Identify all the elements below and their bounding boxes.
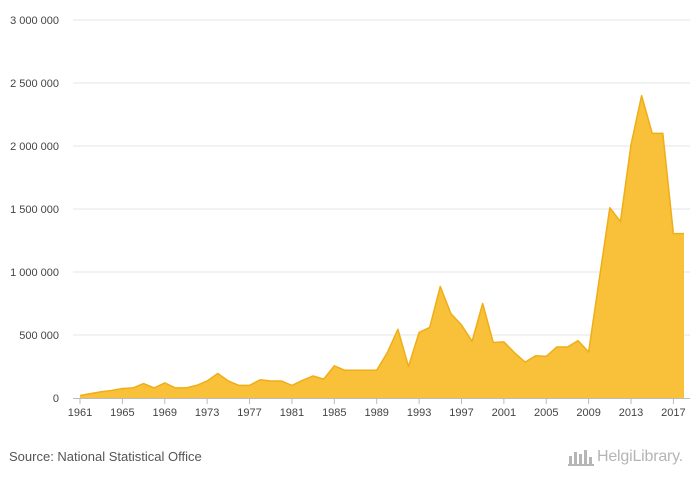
x-tick-label: 2017 (661, 407, 685, 419)
x-tick-label: 1965 (110, 407, 134, 419)
logo-wordmark: HelgiLibrary. (597, 448, 684, 465)
x-tick-label: 2009 (576, 407, 600, 419)
y-tick-label: 1 000 000 (10, 267, 59, 279)
x-tick-label: 2001 (492, 407, 516, 419)
helgi-bars-icon (568, 450, 594, 466)
x-tick-label: 1969 (153, 407, 177, 419)
x-tick-label: 1981 (280, 407, 304, 419)
x-tick-label: 2013 (619, 407, 643, 419)
helgilibrary-logo: HelgiLibrary. (568, 448, 683, 466)
y-tick-label: 2 500 000 (10, 78, 59, 90)
x-tick-label: 2005 (534, 407, 558, 419)
series-area (80, 95, 684, 398)
x-tick-label: 1961 (68, 407, 92, 419)
x-tick-label: 1985 (322, 407, 346, 419)
x-tick-label: 1997 (449, 407, 473, 419)
x-tick-label: 1977 (237, 407, 261, 419)
y-tick-label: 2 000 000 (10, 141, 59, 153)
x-tick-label: 1973 (195, 407, 219, 419)
source-note: Source: National Statistical Office (9, 449, 202, 464)
axes: 0 500 000 1 000 000 1 500 000 2 000 000 2 500… (10, 15, 690, 419)
series-line (79, 94, 684, 397)
y-tick-label: 500 000 (19, 330, 59, 342)
plot-area (79, 94, 684, 398)
y-tick-label: 0 (53, 393, 59, 405)
x-tick-label: 1993 (407, 407, 431, 419)
y-tick-label: 3 000 000 (10, 15, 59, 27)
gridlines (73, 19, 690, 336)
x-tick-label: 1989 (364, 407, 388, 419)
y-tick-label: 1 500 000 (10, 204, 59, 216)
